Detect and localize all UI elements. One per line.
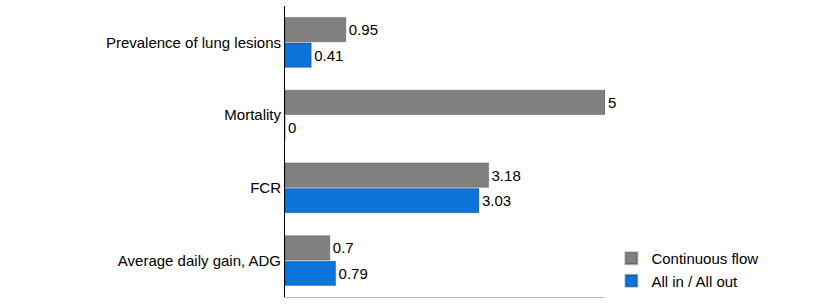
svg-text:Continuous flow: Continuous flow — [651, 250, 758, 267]
svg-text:0: 0 — [288, 119, 296, 136]
svg-text:0.95: 0.95 — [349, 21, 378, 38]
svg-text:All in / All out: All in / All out — [651, 273, 738, 290]
svg-text:5: 5 — [608, 94, 616, 111]
svg-text:0.7: 0.7 — [333, 239, 354, 256]
svg-text:Average daily gain, ADG: Average daily gain, ADG — [118, 252, 281, 269]
svg-text:3.03: 3.03 — [482, 192, 511, 209]
svg-text:0.79: 0.79 — [339, 265, 368, 282]
svg-text:3.18: 3.18 — [492, 167, 521, 184]
svg-text:Prevalence of lung lesions: Prevalence of lung lesions — [106, 34, 281, 51]
svg-text:FCR: FCR — [250, 179, 281, 196]
svg-text:Mortality: Mortality — [224, 106, 281, 123]
svg-text:0.41: 0.41 — [314, 47, 343, 64]
